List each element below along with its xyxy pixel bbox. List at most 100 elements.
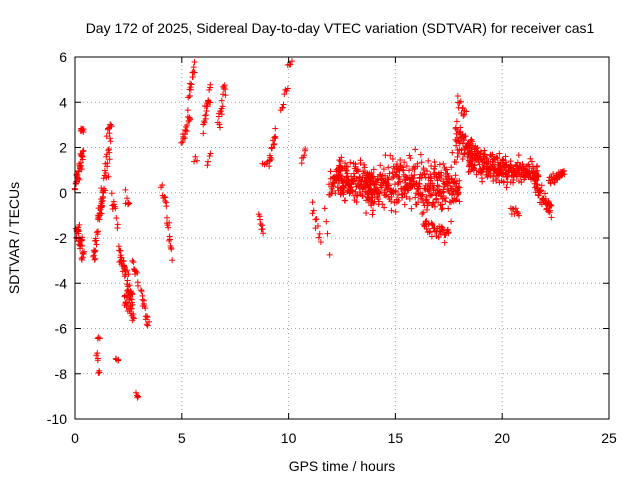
data-point	[187, 116, 194, 123]
data-point	[113, 214, 120, 221]
data-point	[442, 195, 449, 202]
data-point	[449, 149, 456, 156]
data-point	[429, 191, 436, 198]
data-point	[388, 207, 395, 214]
data-point	[257, 221, 264, 228]
data-point	[370, 200, 377, 207]
data-point	[453, 159, 460, 166]
x-tick-label: 0	[71, 430, 79, 446]
data-point	[161, 194, 168, 201]
data-point	[75, 175, 82, 182]
data-point	[77, 159, 84, 166]
data-point	[401, 159, 408, 166]
data-point	[538, 182, 545, 189]
data-point	[456, 198, 463, 205]
data-point	[115, 356, 122, 363]
data-point	[271, 134, 278, 141]
data-point	[79, 242, 86, 249]
x-tick-label: 20	[494, 430, 510, 446]
data-point	[356, 189, 363, 196]
data-point	[385, 164, 392, 171]
data-point	[370, 207, 377, 214]
data-point	[395, 197, 402, 204]
data-point	[480, 166, 487, 173]
data-point	[415, 199, 422, 206]
data-point	[80, 147, 87, 154]
data-point	[309, 210, 316, 217]
data-point	[302, 145, 309, 152]
data-point	[94, 357, 101, 364]
data-point	[457, 98, 464, 105]
data-point	[445, 205, 452, 212]
data-point	[487, 172, 494, 179]
data-point	[502, 153, 509, 160]
data-point	[406, 152, 413, 159]
data-point	[159, 182, 166, 189]
data-point	[162, 194, 169, 201]
data-point	[547, 201, 554, 208]
data-point	[257, 216, 264, 223]
data-point	[95, 334, 102, 341]
data-point	[380, 166, 387, 173]
data-point	[418, 192, 425, 199]
data-point	[316, 230, 323, 237]
data-point	[421, 171, 428, 178]
y-tick-label: -8	[55, 366, 68, 382]
data-point	[507, 158, 514, 165]
data-point	[96, 335, 103, 342]
data-point	[312, 216, 319, 223]
data-point	[96, 216, 103, 223]
data-point	[359, 174, 366, 181]
data-point	[548, 173, 555, 180]
data-point	[327, 168, 334, 175]
data-point	[407, 155, 414, 162]
data-point	[126, 282, 133, 289]
data-point	[452, 172, 459, 179]
data-point	[123, 304, 130, 311]
data-point	[191, 58, 198, 65]
data-point	[460, 112, 467, 119]
data-point	[317, 239, 324, 246]
data-point	[471, 162, 478, 169]
data-point	[377, 162, 384, 169]
data-point	[190, 64, 197, 71]
data-point	[144, 322, 151, 329]
data-point	[389, 156, 396, 163]
x-axis-label: GPS time / hours	[289, 458, 396, 474]
data-point	[366, 178, 373, 185]
data-point	[448, 218, 455, 225]
data-point	[122, 186, 129, 193]
data-point	[439, 205, 446, 212]
data-point	[446, 180, 453, 187]
y-axis-label: SDTVAR / TECUs	[6, 182, 22, 294]
data-point	[259, 222, 266, 229]
data-point	[98, 198, 105, 205]
data-point	[361, 161, 368, 168]
data-point	[386, 182, 393, 189]
data-point	[453, 130, 460, 137]
data-point	[398, 190, 405, 197]
data-point	[130, 314, 137, 321]
data-point	[104, 160, 111, 167]
data-point	[400, 167, 407, 174]
data-point	[179, 139, 186, 146]
data-point	[414, 186, 421, 193]
data-point	[334, 184, 341, 191]
data-point	[194, 157, 201, 164]
data-point	[142, 305, 149, 312]
data-point	[130, 315, 137, 322]
data-point	[336, 157, 343, 164]
data-point	[437, 231, 444, 238]
data-point	[129, 291, 136, 298]
data-point	[561, 171, 568, 178]
data-point	[207, 99, 214, 106]
data-point	[201, 119, 208, 126]
data-point	[191, 158, 198, 165]
data-point	[222, 86, 229, 93]
data-point	[419, 191, 426, 198]
data-point	[137, 287, 144, 294]
data-point	[353, 199, 360, 206]
data-point	[432, 228, 439, 235]
data-point	[386, 170, 393, 177]
data-point	[279, 104, 286, 111]
